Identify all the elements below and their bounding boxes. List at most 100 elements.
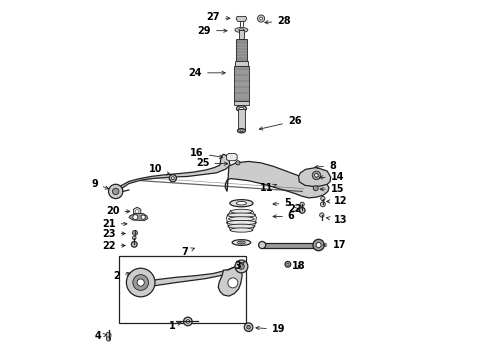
- Bar: [262, 243, 318, 248]
- Ellipse shape: [231, 209, 252, 213]
- Text: 25: 25: [196, 158, 228, 168]
- Text: 2: 2: [113, 271, 130, 282]
- Ellipse shape: [237, 202, 246, 205]
- Polygon shape: [218, 266, 242, 296]
- Text: 18: 18: [292, 261, 306, 271]
- Text: 22: 22: [102, 241, 125, 251]
- Circle shape: [186, 320, 190, 323]
- Circle shape: [285, 261, 291, 267]
- Polygon shape: [133, 207, 141, 216]
- Text: 9: 9: [91, 179, 109, 189]
- Circle shape: [319, 213, 324, 217]
- Bar: [235, 62, 248, 66]
- Text: 26: 26: [259, 116, 301, 130]
- Text: 6: 6: [273, 211, 294, 221]
- Text: 19: 19: [256, 324, 285, 334]
- Circle shape: [313, 186, 318, 191]
- Text: 12: 12: [327, 197, 348, 206]
- Text: 29: 29: [197, 26, 227, 36]
- Circle shape: [260, 17, 263, 20]
- Circle shape: [126, 268, 155, 297]
- Text: 24: 24: [189, 68, 225, 78]
- Polygon shape: [141, 266, 239, 289]
- Circle shape: [245, 323, 253, 332]
- Text: 3: 3: [235, 261, 245, 271]
- Circle shape: [113, 188, 119, 195]
- Polygon shape: [225, 161, 329, 198]
- Ellipse shape: [232, 240, 251, 246]
- Ellipse shape: [240, 130, 243, 132]
- Text: 4: 4: [94, 332, 107, 342]
- Text: 14: 14: [319, 172, 344, 182]
- Text: 16: 16: [191, 148, 223, 158]
- Circle shape: [228, 278, 238, 288]
- Text: 23: 23: [102, 229, 125, 239]
- Circle shape: [300, 202, 304, 206]
- Circle shape: [299, 207, 305, 213]
- Text: 27: 27: [206, 13, 230, 22]
- Circle shape: [258, 15, 265, 22]
- Ellipse shape: [230, 200, 253, 207]
- Ellipse shape: [106, 332, 111, 339]
- Circle shape: [172, 177, 174, 180]
- Circle shape: [320, 202, 325, 207]
- Bar: [119, 256, 246, 323]
- Ellipse shape: [235, 27, 248, 32]
- Circle shape: [313, 239, 324, 251]
- Ellipse shape: [238, 241, 245, 244]
- Ellipse shape: [228, 217, 254, 221]
- Bar: [234, 101, 248, 105]
- Circle shape: [239, 264, 245, 269]
- Circle shape: [132, 230, 138, 235]
- Circle shape: [106, 337, 111, 341]
- Ellipse shape: [237, 106, 246, 111]
- Ellipse shape: [228, 224, 255, 229]
- Circle shape: [236, 161, 240, 165]
- Text: 7: 7: [181, 247, 195, 257]
- Text: 17: 17: [323, 240, 346, 250]
- Ellipse shape: [238, 129, 245, 133]
- Text: 15: 15: [320, 184, 344, 194]
- Text: 21: 21: [102, 219, 127, 229]
- Circle shape: [135, 210, 139, 213]
- Circle shape: [133, 215, 138, 220]
- Bar: [239, 30, 245, 39]
- Text: 22: 22: [288, 204, 301, 214]
- Circle shape: [141, 215, 146, 219]
- Circle shape: [259, 242, 266, 249]
- Text: 10: 10: [148, 164, 170, 175]
- Circle shape: [316, 243, 321, 248]
- Polygon shape: [298, 167, 331, 186]
- Circle shape: [321, 197, 325, 201]
- Text: 1: 1: [169, 321, 181, 331]
- Circle shape: [184, 317, 192, 326]
- Circle shape: [131, 242, 137, 247]
- Bar: [238, 109, 245, 130]
- Ellipse shape: [240, 242, 243, 243]
- Ellipse shape: [227, 213, 256, 217]
- Text: 5: 5: [273, 198, 291, 208]
- Text: 13: 13: [326, 215, 347, 225]
- Circle shape: [247, 325, 250, 329]
- Text: 11: 11: [260, 183, 276, 193]
- Circle shape: [315, 174, 318, 177]
- Text: 8: 8: [315, 161, 336, 171]
- Polygon shape: [129, 213, 148, 221]
- Text: 28: 28: [265, 16, 291, 26]
- Circle shape: [132, 236, 136, 240]
- Ellipse shape: [239, 107, 244, 110]
- Ellipse shape: [230, 228, 253, 232]
- Polygon shape: [236, 17, 247, 21]
- Circle shape: [133, 275, 148, 291]
- Bar: [236, 39, 247, 62]
- Circle shape: [169, 175, 176, 182]
- Circle shape: [137, 279, 144, 286]
- Circle shape: [109, 184, 123, 199]
- Ellipse shape: [239, 29, 244, 31]
- Ellipse shape: [226, 220, 256, 225]
- Circle shape: [312, 171, 321, 180]
- Bar: [234, 66, 249, 102]
- Polygon shape: [226, 154, 237, 161]
- Circle shape: [287, 263, 289, 265]
- Circle shape: [235, 260, 248, 273]
